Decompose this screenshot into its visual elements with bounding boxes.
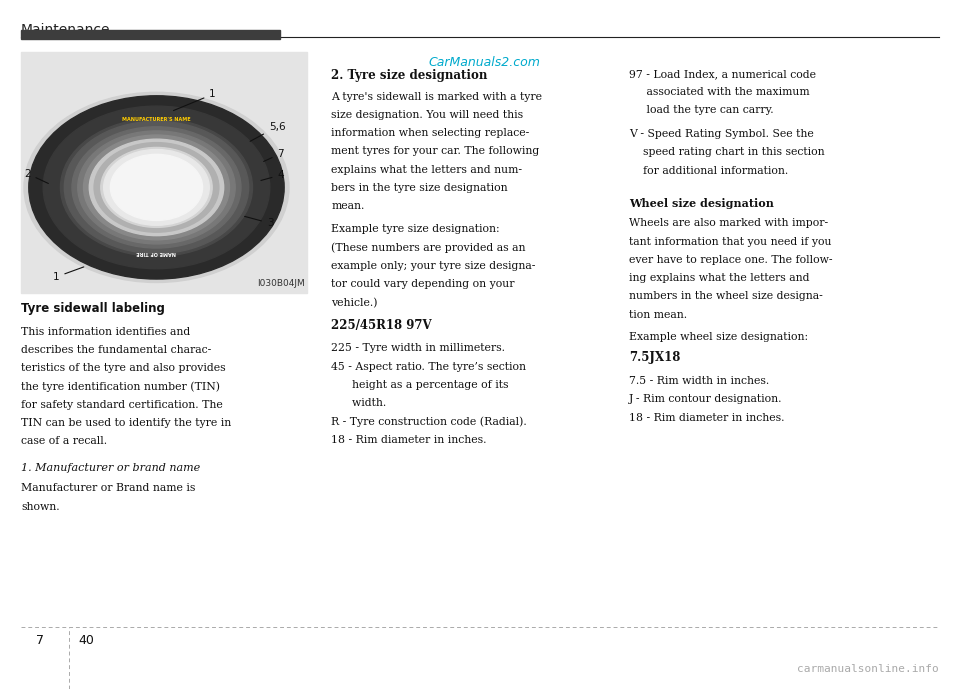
Circle shape: [60, 119, 252, 256]
Text: TIN can be used to identify the tyre in: TIN can be used to identify the tyre in: [21, 418, 231, 428]
Text: 2. Tyre size designation: 2. Tyre size designation: [331, 69, 488, 82]
Text: 7.5 - Rim width in inches.: 7.5 - Rim width in inches.: [629, 376, 769, 387]
Text: Wheel size designation: Wheel size designation: [629, 198, 774, 209]
Circle shape: [78, 131, 235, 244]
Text: describes the fundamental charac-: describes the fundamental charac-: [21, 344, 211, 355]
Text: 1. Manufacturer or brand name: 1. Manufacturer or brand name: [21, 463, 201, 473]
Text: This information identifies and: This information identifies and: [21, 327, 190, 337]
Text: 7.5JX18: 7.5JX18: [629, 351, 681, 364]
Text: Maintenance: Maintenance: [21, 23, 110, 37]
Circle shape: [104, 150, 209, 225]
Text: 225/45R18 97V: 225/45R18 97V: [331, 318, 432, 331]
Text: the tyre identification number (TIN): the tyre identification number (TIN): [21, 382, 220, 392]
Circle shape: [89, 139, 224, 236]
Text: for additional information.: for additional information.: [629, 165, 788, 176]
Text: numbers in the wheel size designa-: numbers in the wheel size designa-: [629, 291, 823, 302]
Text: vehicle.): vehicle.): [331, 298, 377, 308]
Text: shown.: shown.: [21, 502, 60, 512]
Text: (These numbers are provided as an: (These numbers are provided as an: [331, 243, 526, 254]
Circle shape: [84, 135, 229, 240]
Text: CarManuals2.com: CarManuals2.com: [429, 56, 540, 70]
Bar: [21, 30, 280, 39]
Text: mean.: mean.: [331, 201, 365, 212]
Text: load the tyre can carry.: load the tyre can carry.: [629, 105, 774, 116]
Text: height as a percentage of its: height as a percentage of its: [331, 380, 509, 390]
Text: 225 - Tyre width in millimeters.: 225 - Tyre width in millimeters.: [331, 343, 505, 353]
Text: Tyre sidewall labeling: Tyre sidewall labeling: [21, 302, 165, 315]
Text: 3: 3: [245, 216, 274, 228]
Circle shape: [101, 147, 212, 227]
Text: Example tyre size designation:: Example tyre size designation:: [331, 223, 500, 234]
Text: I030B04JM: I030B04JM: [257, 279, 305, 288]
Text: MANUFACTURER'S NAME: MANUFACTURER'S NAME: [122, 117, 191, 123]
Bar: [21, 52, 307, 293]
Text: Example wheel size designation:: Example wheel size designation:: [629, 332, 808, 342]
Circle shape: [94, 143, 219, 232]
Circle shape: [72, 127, 241, 248]
Text: Wheels are also marked with impor-: Wheels are also marked with impor-: [629, 218, 828, 229]
Text: information when selecting replace-: information when selecting replace-: [331, 128, 530, 138]
Circle shape: [43, 106, 270, 269]
Text: 2: 2: [24, 169, 48, 183]
Text: associated with the maximum: associated with the maximum: [629, 88, 809, 97]
Text: 7: 7: [264, 149, 284, 161]
Text: 97 - Load Index, a numerical code: 97 - Load Index, a numerical code: [629, 69, 816, 79]
Circle shape: [64, 121, 249, 254]
Text: 7: 7: [36, 634, 44, 647]
Text: teristics of the tyre and also provides: teristics of the tyre and also provides: [21, 363, 226, 373]
Text: tant information that you need if you: tant information that you need if you: [629, 236, 831, 247]
Text: tion mean.: tion mean.: [629, 309, 687, 320]
Text: 5,6: 5,6: [251, 122, 285, 141]
Text: case of a recall.: case of a recall.: [21, 436, 108, 446]
Text: 40: 40: [79, 634, 94, 647]
Text: 18 - Rim diameter in inches.: 18 - Rim diameter in inches.: [629, 413, 784, 423]
Text: ing explains what the letters and: ing explains what the letters and: [629, 273, 809, 283]
Circle shape: [29, 96, 284, 279]
Circle shape: [110, 154, 203, 220]
Text: J - Rim contour designation.: J - Rim contour designation.: [629, 394, 782, 404]
Text: for safety standard certification. The: for safety standard certification. The: [21, 400, 223, 410]
Text: carmanualsonline.info: carmanualsonline.info: [797, 664, 939, 674]
Text: A tyre's sidewall is marked with a tyre: A tyre's sidewall is marked with a tyre: [331, 92, 542, 102]
Text: NAME OF TIRE: NAME OF TIRE: [136, 250, 177, 256]
Text: speed rating chart in this section: speed rating chart in this section: [629, 147, 825, 158]
Text: explains what the letters and num-: explains what the letters and num-: [331, 165, 522, 175]
Text: 1: 1: [53, 267, 84, 282]
Text: width.: width.: [331, 398, 387, 409]
Circle shape: [24, 92, 289, 282]
Text: bers in the tyre size designation: bers in the tyre size designation: [331, 183, 508, 193]
Text: 4: 4: [261, 170, 284, 181]
Text: 1: 1: [174, 90, 216, 110]
Text: V - Speed Rating Symbol. See the: V - Speed Rating Symbol. See the: [629, 129, 813, 139]
Text: 18 - Rim diameter in inches.: 18 - Rim diameter in inches.: [331, 435, 487, 445]
Text: example only; your tyre size designa-: example only; your tyre size designa-: [331, 261, 536, 271]
Text: tor could vary depending on your: tor could vary depending on your: [331, 279, 515, 289]
Text: Manufacturer or Brand name is: Manufacturer or Brand name is: [21, 484, 196, 493]
Text: R - Tyre construction code (Radial).: R - Tyre construction code (Radial).: [331, 416, 527, 427]
Text: size designation. You will need this: size designation. You will need this: [331, 110, 523, 120]
Text: ment tyres for your car. The following: ment tyres for your car. The following: [331, 146, 540, 156]
Text: 45 - Aspect ratio. The tyre’s section: 45 - Aspect ratio. The tyre’s section: [331, 362, 526, 372]
Text: ever have to replace one. The follow-: ever have to replace one. The follow-: [629, 255, 832, 265]
